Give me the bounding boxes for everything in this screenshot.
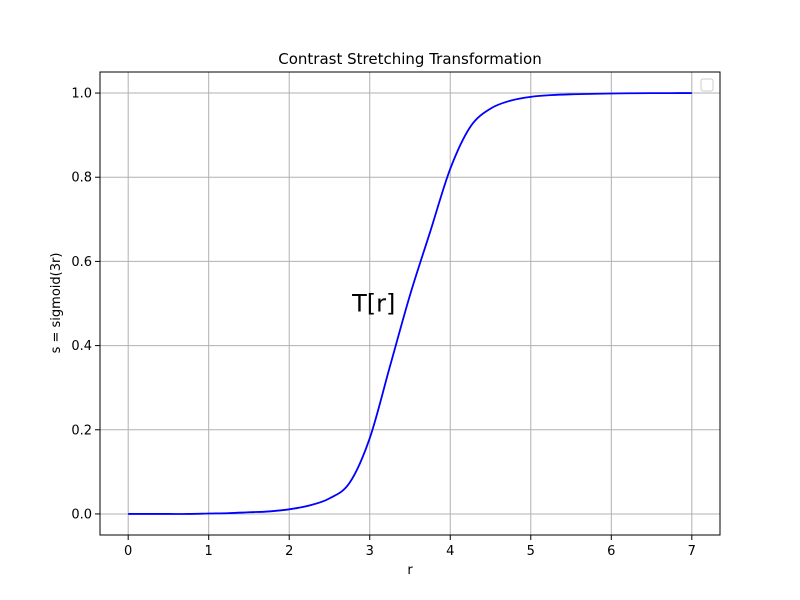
- plot-frame: [99, 71, 721, 536]
- x-tick-label: 5: [527, 544, 535, 559]
- annotations: T[r]: [351, 290, 395, 318]
- y-tick-label: 0.8: [71, 171, 92, 186]
- x-tick-label: 3: [366, 544, 374, 559]
- legend-box: [700, 78, 714, 92]
- x-tick-label: 6: [607, 544, 615, 559]
- x-tick-label: 2: [285, 544, 293, 559]
- legend: [700, 78, 714, 92]
- y-tick-label: 0.2: [71, 423, 92, 438]
- ticks: 0 1 2 3 4 5 6 7 0.0 0.2 0.4 0.6 0.8 1.0: [71, 87, 696, 559]
- series-layer: [128, 92, 692, 515]
- x-tick-label: 4: [446, 544, 454, 559]
- annotation-label: T[r]: [351, 290, 395, 318]
- y-tick-label: 1.0: [71, 87, 92, 102]
- chart-title: Contrast Stretching Transformation: [278, 50, 541, 68]
- y-tick-label: 0.6: [71, 255, 92, 270]
- y-axis-label: s = sigmoid(3r): [49, 253, 64, 354]
- y-tick-label: 0.0: [71, 507, 92, 522]
- x-axis-label: r: [407, 563, 413, 578]
- x-tick-label: 1: [205, 544, 213, 559]
- y-tick-label: 0.4: [71, 339, 92, 354]
- x-tick-label: 0: [124, 544, 132, 559]
- x-tick-label: 7: [688, 544, 696, 559]
- series-line: [128, 92, 692, 515]
